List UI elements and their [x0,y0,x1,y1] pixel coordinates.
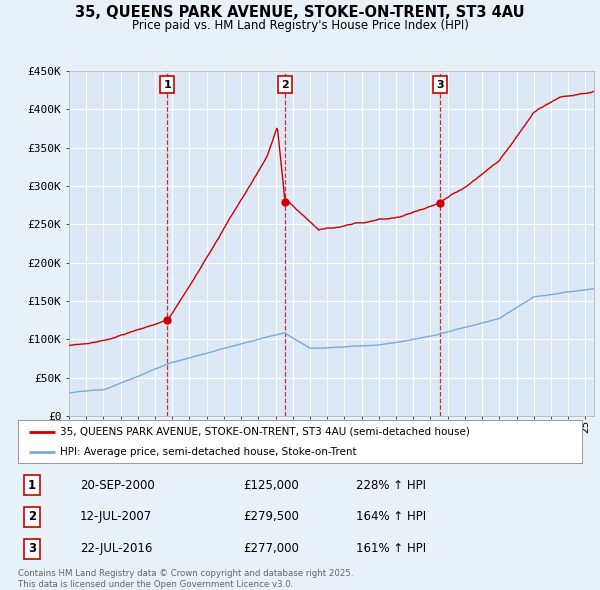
Text: 2: 2 [281,80,289,90]
Text: 161% ↑ HPI: 161% ↑ HPI [356,542,427,555]
Text: 164% ↑ HPI: 164% ↑ HPI [356,510,427,523]
Text: 35, QUEENS PARK AVENUE, STOKE-ON-TRENT, ST3 4AU (semi-detached house): 35, QUEENS PARK AVENUE, STOKE-ON-TRENT, … [60,427,470,437]
Text: £279,500: £279,500 [244,510,299,523]
Text: 12-JUL-2007: 12-JUL-2007 [80,510,152,523]
Text: HPI: Average price, semi-detached house, Stoke-on-Trent: HPI: Average price, semi-detached house,… [60,447,357,457]
Text: 1: 1 [28,478,36,491]
Text: 228% ↑ HPI: 228% ↑ HPI [356,478,427,491]
Text: 2: 2 [28,510,36,523]
Text: 20-SEP-2000: 20-SEP-2000 [80,478,155,491]
Text: Contains HM Land Registry data © Crown copyright and database right 2025.
This d: Contains HM Land Registry data © Crown c… [18,569,353,589]
Text: 1: 1 [164,80,172,90]
Text: 35, QUEENS PARK AVENUE, STOKE-ON-TRENT, ST3 4AU: 35, QUEENS PARK AVENUE, STOKE-ON-TRENT, … [75,5,525,19]
Text: 3: 3 [436,80,444,90]
Text: 3: 3 [28,542,36,555]
Text: £277,000: £277,000 [244,542,299,555]
Text: £125,000: £125,000 [244,478,299,491]
Text: Price paid vs. HM Land Registry's House Price Index (HPI): Price paid vs. HM Land Registry's House … [131,19,469,32]
Text: 22-JUL-2016: 22-JUL-2016 [80,542,152,555]
